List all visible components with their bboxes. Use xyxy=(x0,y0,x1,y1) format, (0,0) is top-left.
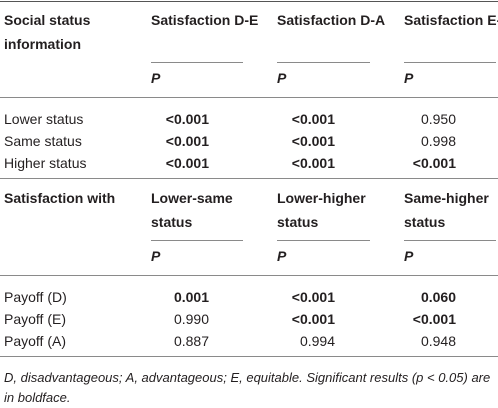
p-value: <0.001 xyxy=(291,289,335,305)
section-rule xyxy=(0,356,498,357)
stat-label: P xyxy=(404,248,414,264)
stat-label: P xyxy=(151,248,161,264)
p-value: <0.001 xyxy=(165,155,209,171)
p-value: 0.994 xyxy=(299,333,335,349)
p-value: 0.950 xyxy=(420,111,456,127)
top-rule xyxy=(0,1,498,2)
column-header: Satisfaction E-A xyxy=(404,12,498,28)
p-value: <0.001 xyxy=(412,311,456,327)
p-value: 0.948 xyxy=(420,333,456,349)
stat-label: P xyxy=(151,70,161,86)
row-label: Higher status xyxy=(4,155,87,171)
row-header-title: Social status information xyxy=(4,12,91,52)
column-rule xyxy=(404,62,496,63)
row-label: Payoff (D) xyxy=(4,289,67,305)
section-rule xyxy=(0,178,498,179)
p-value: 0.887 xyxy=(173,333,209,349)
p-value: <0.001 xyxy=(291,111,335,127)
p-value: <0.001 xyxy=(165,111,209,127)
p-value: 0.990 xyxy=(173,311,209,327)
row-header-title: Satisfaction with xyxy=(4,190,116,206)
column-header: Same-higher status xyxy=(404,190,489,230)
column-rule xyxy=(151,240,243,241)
p-value: 0.060 xyxy=(420,289,456,305)
row-label: Lower status xyxy=(4,111,84,127)
column-header: Satisfaction D-E xyxy=(151,12,259,28)
p-value: <0.001 xyxy=(165,133,209,149)
column-header: Lower-higher status xyxy=(277,190,366,230)
column-rule xyxy=(277,62,370,63)
p-value: <0.001 xyxy=(412,155,456,171)
column-rule xyxy=(404,240,496,241)
row-label: Same status xyxy=(4,133,82,149)
column-header: Lower-same status xyxy=(151,190,233,230)
footnote: D, disadvantageous; A, advantageous; E, … xyxy=(4,370,491,405)
stat-label: P xyxy=(277,248,287,264)
row-label: Payoff (E) xyxy=(4,311,66,327)
column-header: Satisfaction D-A xyxy=(277,12,386,28)
stat-label: P xyxy=(277,70,287,86)
section-rule xyxy=(0,275,498,276)
column-rule xyxy=(277,240,370,241)
p-value: <0.001 xyxy=(291,311,335,327)
section-rule xyxy=(0,97,498,98)
stat-label: P xyxy=(404,70,414,86)
p-value: <0.001 xyxy=(291,133,335,149)
column-rule xyxy=(151,62,243,63)
p-value: 0.001 xyxy=(173,289,209,305)
row-label: Payoff (A) xyxy=(4,333,66,349)
p-value: <0.001 xyxy=(291,155,335,171)
p-value: 0.998 xyxy=(420,133,456,149)
